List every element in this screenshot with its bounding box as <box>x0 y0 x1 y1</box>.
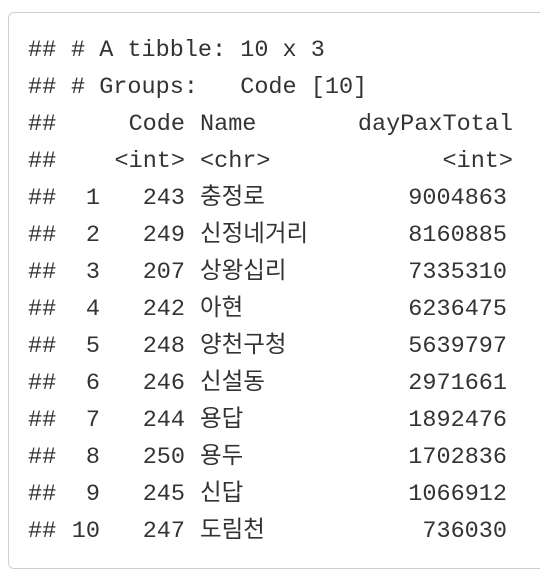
row-index: 5 <box>86 333 100 360</box>
code-cell: 245 <box>143 481 185 508</box>
column-type: <int> <box>442 148 513 175</box>
row-index: 3 <box>86 259 100 286</box>
name-cell: 신설동 <box>200 368 265 397</box>
column-header: Code <box>129 111 185 138</box>
meta-line: # Groups: Code [10] <box>71 74 367 101</box>
code-cell: 249 <box>143 222 185 249</box>
code-cell: 242 <box>143 296 185 323</box>
row-index: 7 <box>86 407 100 434</box>
row-index: 10 <box>72 518 100 545</box>
name-cell: 용답 <box>200 405 243 434</box>
value-cell: 1702836 <box>408 444 507 471</box>
line-prefix: ## <box>28 259 56 286</box>
row-index: 1 <box>86 185 100 212</box>
line-prefix: ## <box>28 333 56 360</box>
name-cell: 양천구청 <box>200 331 286 360</box>
line-prefix: ## <box>28 74 56 101</box>
line-prefix: ## <box>28 111 56 138</box>
name-cell: 신정네거리 <box>200 220 308 249</box>
code-cell: 207 <box>143 259 185 286</box>
column-header: dayPaxTotal <box>358 111 513 138</box>
line-prefix: ## <box>28 481 56 508</box>
line-prefix: ## <box>28 185 56 212</box>
line-prefix: ## <box>28 296 56 323</box>
name-cell: 도림천 <box>200 516 265 545</box>
value-cell: 736030 <box>422 518 507 545</box>
row-index: 6 <box>86 370 100 397</box>
code-cell: 243 <box>143 185 185 212</box>
value-cell: 5639797 <box>408 333 507 360</box>
name-cell: 용두 <box>200 443 243 471</box>
code-cell: 246 <box>143 370 185 397</box>
name-cell: 충정로 <box>200 183 265 212</box>
line-prefix: ## <box>28 222 56 249</box>
row-index: 4 <box>86 296 100 323</box>
row-index: 2 <box>86 222 100 249</box>
row-index: 8 <box>86 444 100 471</box>
code-cell: 247 <box>143 518 185 545</box>
line-prefix: ## <box>28 370 56 397</box>
column-type: <int> <box>114 148 185 175</box>
line-prefix: ## <box>28 444 56 471</box>
meta-line: # A tibble: 10 x 3 <box>71 37 325 64</box>
column-header: Name <box>200 111 256 138</box>
code-cell: 248 <box>143 333 185 360</box>
value-cell: 9004863 <box>408 185 507 212</box>
value-cell: 1892476 <box>408 407 507 434</box>
row-index: 9 <box>86 481 100 508</box>
line-prefix: ## <box>28 148 56 175</box>
value-cell: 7335310 <box>408 259 507 286</box>
code-output-box <box>8 12 540 569</box>
code-cell: 250 <box>143 444 185 471</box>
line-prefix: ## <box>28 518 56 545</box>
name-cell: 신답 <box>200 479 243 508</box>
code-cell: 244 <box>143 407 185 434</box>
value-cell: 6236475 <box>408 296 507 323</box>
value-cell: 2971661 <box>408 370 507 397</box>
name-cell: 아현 <box>200 294 243 323</box>
line-prefix: ## <box>28 37 56 64</box>
name-cell: 상왕십리 <box>200 257 286 286</box>
column-type: <chr> <box>200 148 271 175</box>
value-cell: 1066912 <box>408 481 507 508</box>
value-cell: 8160885 <box>408 222 507 249</box>
line-prefix: ## <box>28 407 56 434</box>
